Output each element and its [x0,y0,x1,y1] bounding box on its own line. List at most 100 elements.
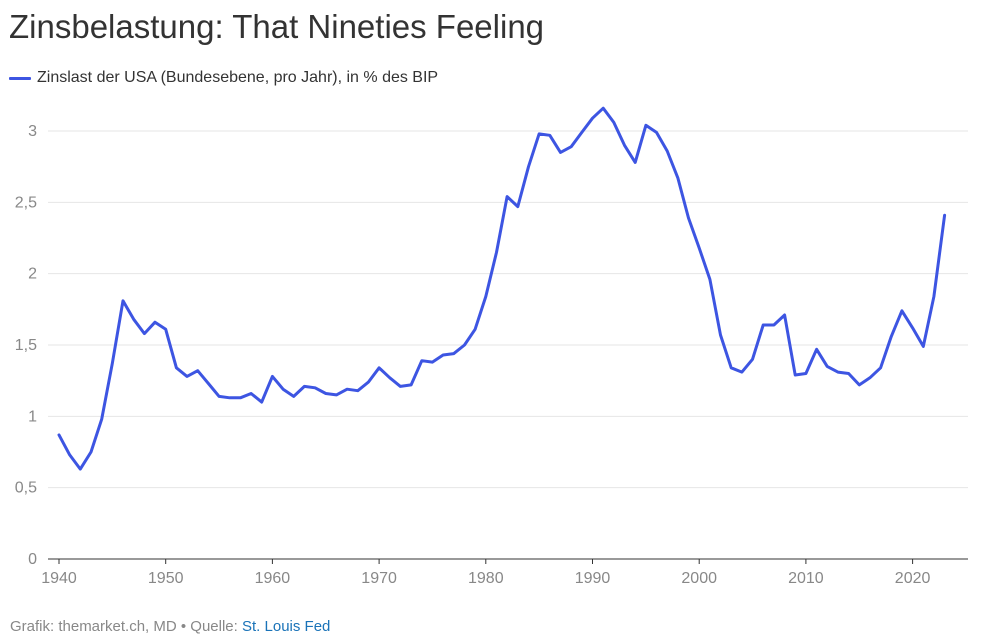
data-point[interactable] [557,148,565,156]
data-point[interactable] [663,147,671,155]
data-point[interactable] [791,371,799,379]
data-point[interactable] [770,321,778,329]
data-point[interactable] [546,131,554,139]
data-point[interactable] [258,398,266,406]
data-point[interactable] [268,372,276,380]
data-point[interactable] [151,318,159,326]
data-point[interactable] [653,128,661,136]
data-point[interactable] [567,143,575,151]
data-point[interactable] [823,362,831,370]
data-point[interactable] [535,130,543,138]
data-point[interactable] [674,174,682,182]
data-point[interactable] [898,307,906,315]
data-point[interactable] [396,382,404,390]
data-point[interactable] [290,392,298,400]
y-tick-label: 0 [28,551,37,568]
data-point[interactable] [749,355,757,363]
data-point[interactable] [738,368,746,376]
source-link[interactable]: St. Louis Fed [242,618,331,635]
x-axis: 1940 1950 1960 1970 1980 1990 2000 2010 2020 [41,559,930,587]
data-point[interactable] [98,415,106,423]
data-point[interactable] [813,345,821,353]
data-point[interactable] [493,248,501,256]
data-point[interactable] [855,381,863,389]
data-point[interactable] [909,324,917,332]
data-point[interactable] [845,370,853,378]
data-point[interactable] [621,141,629,149]
data-point[interactable] [322,390,330,398]
data-point[interactable] [183,372,191,380]
data-point[interactable] [589,114,597,122]
gridlines [48,130,968,560]
data-point[interactable] [578,128,586,136]
y-axis: 0 0,5 1 1,5 2 2,5 3 [15,123,37,568]
data-point[interactable] [236,394,244,402]
data-point[interactable] [802,370,810,378]
data-point[interactable] [471,325,479,333]
data-point[interactable] [300,382,308,390]
data-point[interactable] [130,315,138,323]
data-point[interactable] [482,293,490,301]
data-point[interactable] [343,385,351,393]
data-point[interactable] [375,364,383,372]
x-tick-label: 2020 [895,570,931,587]
data-point[interactable] [311,384,319,392]
data-point[interactable] [887,332,895,340]
data-point[interactable] [685,214,693,222]
data-point[interactable] [226,394,234,402]
data-point[interactable] [172,364,180,372]
data-point[interactable] [695,244,703,252]
data-point[interactable] [66,451,74,459]
x-tick-label: 2000 [681,570,717,587]
data-point[interactable] [162,325,170,333]
data-point[interactable] [514,203,522,211]
data-point[interactable] [87,448,95,456]
data-point[interactable] [428,358,436,366]
x-tick-label: 1980 [468,570,504,587]
data-point[interactable] [642,121,650,129]
data-point[interactable] [55,431,63,439]
data-point[interactable] [439,351,447,359]
data-point[interactable] [919,342,927,350]
data-point[interactable] [599,104,607,112]
y-tick-label: 2,5 [15,194,37,211]
data-point[interactable] [194,367,202,375]
data-point[interactable] [418,357,426,365]
data-point[interactable] [407,381,415,389]
data-point[interactable] [706,275,714,283]
data-point[interactable] [247,390,255,398]
data-point[interactable] [781,311,789,319]
data-point[interactable] [866,374,874,382]
data-point[interactable] [930,293,938,301]
data-point[interactable] [503,193,511,201]
data-point[interactable] [204,380,212,388]
x-tick-label: 1990 [575,570,611,587]
data-point[interactable] [76,465,84,473]
y-tick-label: 1,5 [15,337,37,354]
data-point[interactable] [140,330,148,338]
data-point[interactable] [631,158,639,166]
data-point[interactable] [332,391,340,399]
data-point[interactable] [215,392,223,400]
legend-swatch [9,76,31,80]
data-point[interactable] [119,297,127,305]
x-tick-label: 1970 [361,570,397,587]
data-point[interactable] [727,364,735,372]
data-point[interactable] [759,321,767,329]
data-point[interactable] [354,387,362,395]
x-tick-label: 2010 [788,570,824,587]
data-point[interactable] [450,350,458,358]
data-point[interactable] [941,211,949,219]
data-point[interactable] [364,378,372,386]
data-point[interactable] [717,331,725,339]
data-point[interactable] [877,364,885,372]
data-point[interactable] [461,341,469,349]
data-point[interactable] [386,374,394,382]
data-point[interactable] [108,360,116,368]
data-point[interactable] [279,385,287,393]
data-point[interactable] [525,163,533,171]
data-point[interactable] [834,368,842,376]
data-point[interactable] [610,118,618,126]
y-tick-label: 1 [28,408,37,425]
